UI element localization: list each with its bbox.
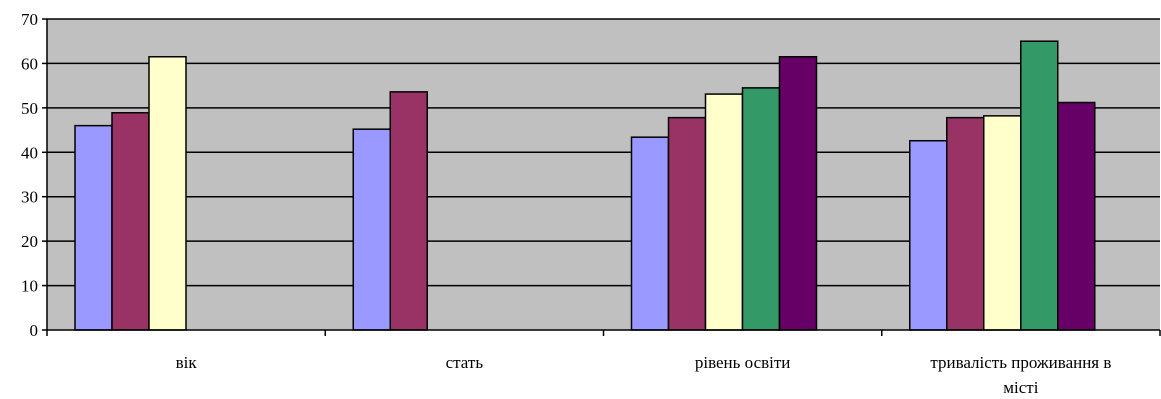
- y-tick-label: 60: [21, 54, 38, 73]
- y-tick-label: 70: [21, 10, 38, 29]
- y-tick-label: 40: [21, 143, 38, 162]
- category-labels: вік стать рівень освіти тривалість проживан…: [176, 353, 1112, 397]
- bar-series-1: [630, 136, 670, 331]
- y-axis-ticks: 0 10 20 30 40 50 60 70: [21, 10, 47, 340]
- x-tick-label: місті: [1003, 378, 1038, 397]
- bar-series-3: [704, 93, 744, 331]
- bar-series-1: [74, 124, 113, 331]
- bar-series-2: [946, 116, 985, 331]
- x-tick-label: тривалість проживання в: [930, 353, 1111, 372]
- y-tick-label: 30: [21, 188, 38, 207]
- bar-series-2: [667, 116, 707, 331]
- bar-series-3: [148, 56, 187, 331]
- bar-series-4: [1020, 40, 1059, 331]
- x-tick-label: рівень освіти: [695, 353, 791, 372]
- gridlines: [47, 18, 1160, 287]
- bar-series-2: [111, 111, 150, 331]
- x-axis-ticks: [46, 330, 1161, 336]
- y-tick-label: 50: [21, 99, 38, 118]
- bar-series-2: [389, 91, 428, 331]
- bar-series-1: [909, 139, 948, 331]
- bar-series-1: [352, 128, 391, 331]
- x-tick-label: вік: [176, 353, 198, 372]
- bar-series-5: [778, 56, 818, 331]
- y-tick-label: 10: [21, 277, 38, 296]
- bar-series-3: [983, 115, 1022, 331]
- y-tick-label: 20: [21, 232, 38, 251]
- bar-series-5: [1057, 101, 1096, 331]
- bar-series-4: [741, 87, 781, 331]
- y-tick-label: 0: [30, 321, 39, 340]
- x-tick-label: стать: [446, 353, 484, 372]
